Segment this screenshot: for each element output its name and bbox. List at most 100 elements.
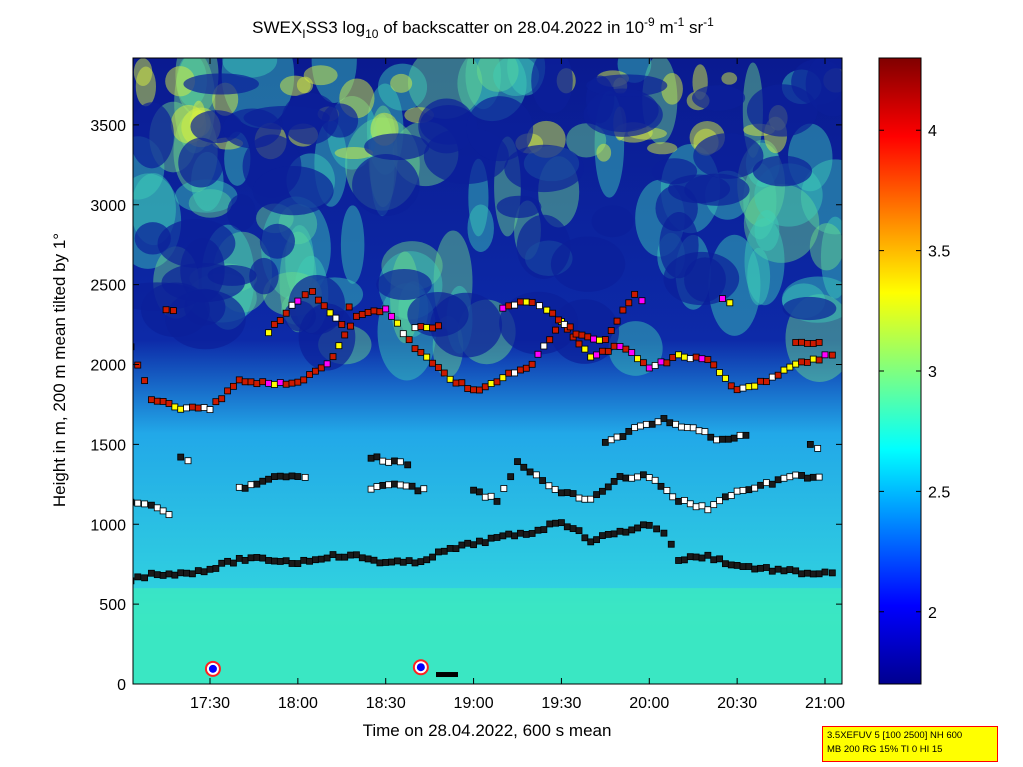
layer-marker xyxy=(312,556,319,564)
layer-marker xyxy=(338,321,346,328)
x-tick-label: 18:30 xyxy=(366,695,406,712)
layer-marker xyxy=(704,551,712,559)
layer-marker xyxy=(517,366,524,374)
layer-marker xyxy=(347,551,354,559)
layer-marker xyxy=(698,554,706,562)
layer-marker xyxy=(276,472,284,480)
layer-marker xyxy=(590,335,598,343)
layer-marker xyxy=(391,457,398,465)
layer-marker xyxy=(282,380,290,388)
layer-marker xyxy=(323,554,331,562)
layer-marker xyxy=(370,307,378,315)
low-signal-patch xyxy=(430,292,503,358)
layer-marker xyxy=(539,477,547,484)
backscatter-patch xyxy=(303,65,338,86)
layer-marker xyxy=(814,444,822,452)
layer-marker xyxy=(235,483,243,491)
layer-marker xyxy=(657,358,665,366)
layer-marker xyxy=(536,302,543,310)
layer-marker xyxy=(599,347,606,355)
layer-marker xyxy=(780,474,788,482)
layer-marker xyxy=(288,560,296,567)
layer-marker xyxy=(411,559,419,567)
backscatter-patch xyxy=(390,73,413,93)
layer-marker xyxy=(686,355,694,363)
layer-marker xyxy=(628,349,636,356)
low-signal-patch xyxy=(466,96,534,162)
layer-marker xyxy=(815,339,823,346)
layer-marker xyxy=(388,312,395,320)
layer-marker xyxy=(159,572,167,579)
backscatter-patch xyxy=(465,58,502,110)
layer-marker xyxy=(739,384,747,392)
layer-marker xyxy=(148,501,155,509)
low-signal-patch xyxy=(531,58,573,114)
layer-marker xyxy=(376,308,384,316)
backscatter-patch xyxy=(743,184,820,263)
layer-marker xyxy=(306,557,313,565)
layer-marker xyxy=(440,369,448,377)
layer-marker xyxy=(141,500,148,508)
y-tick-label: 2000 xyxy=(90,358,126,375)
layer-marker xyxy=(396,481,404,489)
layer-marker xyxy=(481,493,489,501)
layer-marker xyxy=(616,527,624,535)
layer-marker xyxy=(669,493,677,501)
x-tick-label: 17:30 xyxy=(190,695,230,712)
layer-marker xyxy=(323,360,331,368)
layer-marker xyxy=(663,487,671,494)
layer-marker xyxy=(622,345,630,353)
layer-marker xyxy=(575,494,583,502)
layer-marker xyxy=(411,324,419,332)
layer-marker xyxy=(271,557,278,565)
layer-marker xyxy=(159,507,167,515)
layer-marker xyxy=(183,404,190,412)
layer-marker xyxy=(792,567,800,575)
low-signal-patch xyxy=(133,102,174,169)
layer-marker xyxy=(224,557,231,565)
layer-marker xyxy=(259,477,267,485)
layer-marker xyxy=(558,519,565,527)
x-tick-label: 18:00 xyxy=(278,695,318,712)
layer-marker xyxy=(141,377,148,385)
layer-marker xyxy=(309,288,316,295)
layer-marker xyxy=(596,336,603,344)
layer-marker xyxy=(399,330,407,338)
layer-marker xyxy=(194,567,202,575)
backscatter-patch xyxy=(820,216,842,299)
layer-marker xyxy=(452,545,460,553)
layer-marker xyxy=(423,353,431,361)
low-signal-patch xyxy=(684,173,750,206)
layer-marker xyxy=(218,559,226,567)
layer-marker xyxy=(247,554,255,562)
layer-marker xyxy=(645,364,653,372)
layer-marker xyxy=(634,355,641,363)
layer-marker xyxy=(751,565,759,573)
layer-marker xyxy=(189,570,196,578)
layer-marker xyxy=(159,398,167,405)
layer-marker xyxy=(622,528,630,536)
layer-marker xyxy=(470,486,477,494)
layer-marker xyxy=(713,436,721,444)
backscatter-patch xyxy=(809,223,842,271)
backscatter-patch xyxy=(407,58,483,119)
layer-marker xyxy=(141,574,148,582)
layer-marker xyxy=(716,555,723,563)
layer-marker xyxy=(247,481,255,489)
low-signal-patch xyxy=(207,265,257,286)
heatmap-field xyxy=(133,58,842,684)
layer-marker xyxy=(288,379,296,387)
layer-marker xyxy=(675,497,682,505)
low-signal-patch xyxy=(496,195,542,218)
layer-marker xyxy=(458,379,466,387)
low-signal-patch xyxy=(281,92,339,145)
layer-marker xyxy=(804,569,811,577)
y-tick-label: 1500 xyxy=(90,437,126,454)
layer-marker xyxy=(505,369,513,377)
layer-marker xyxy=(382,559,390,566)
layer-marker xyxy=(177,569,185,577)
layer-marker xyxy=(736,431,744,439)
layer-marker xyxy=(654,418,662,426)
layer-marker xyxy=(487,534,495,542)
layer-marker xyxy=(265,557,272,564)
